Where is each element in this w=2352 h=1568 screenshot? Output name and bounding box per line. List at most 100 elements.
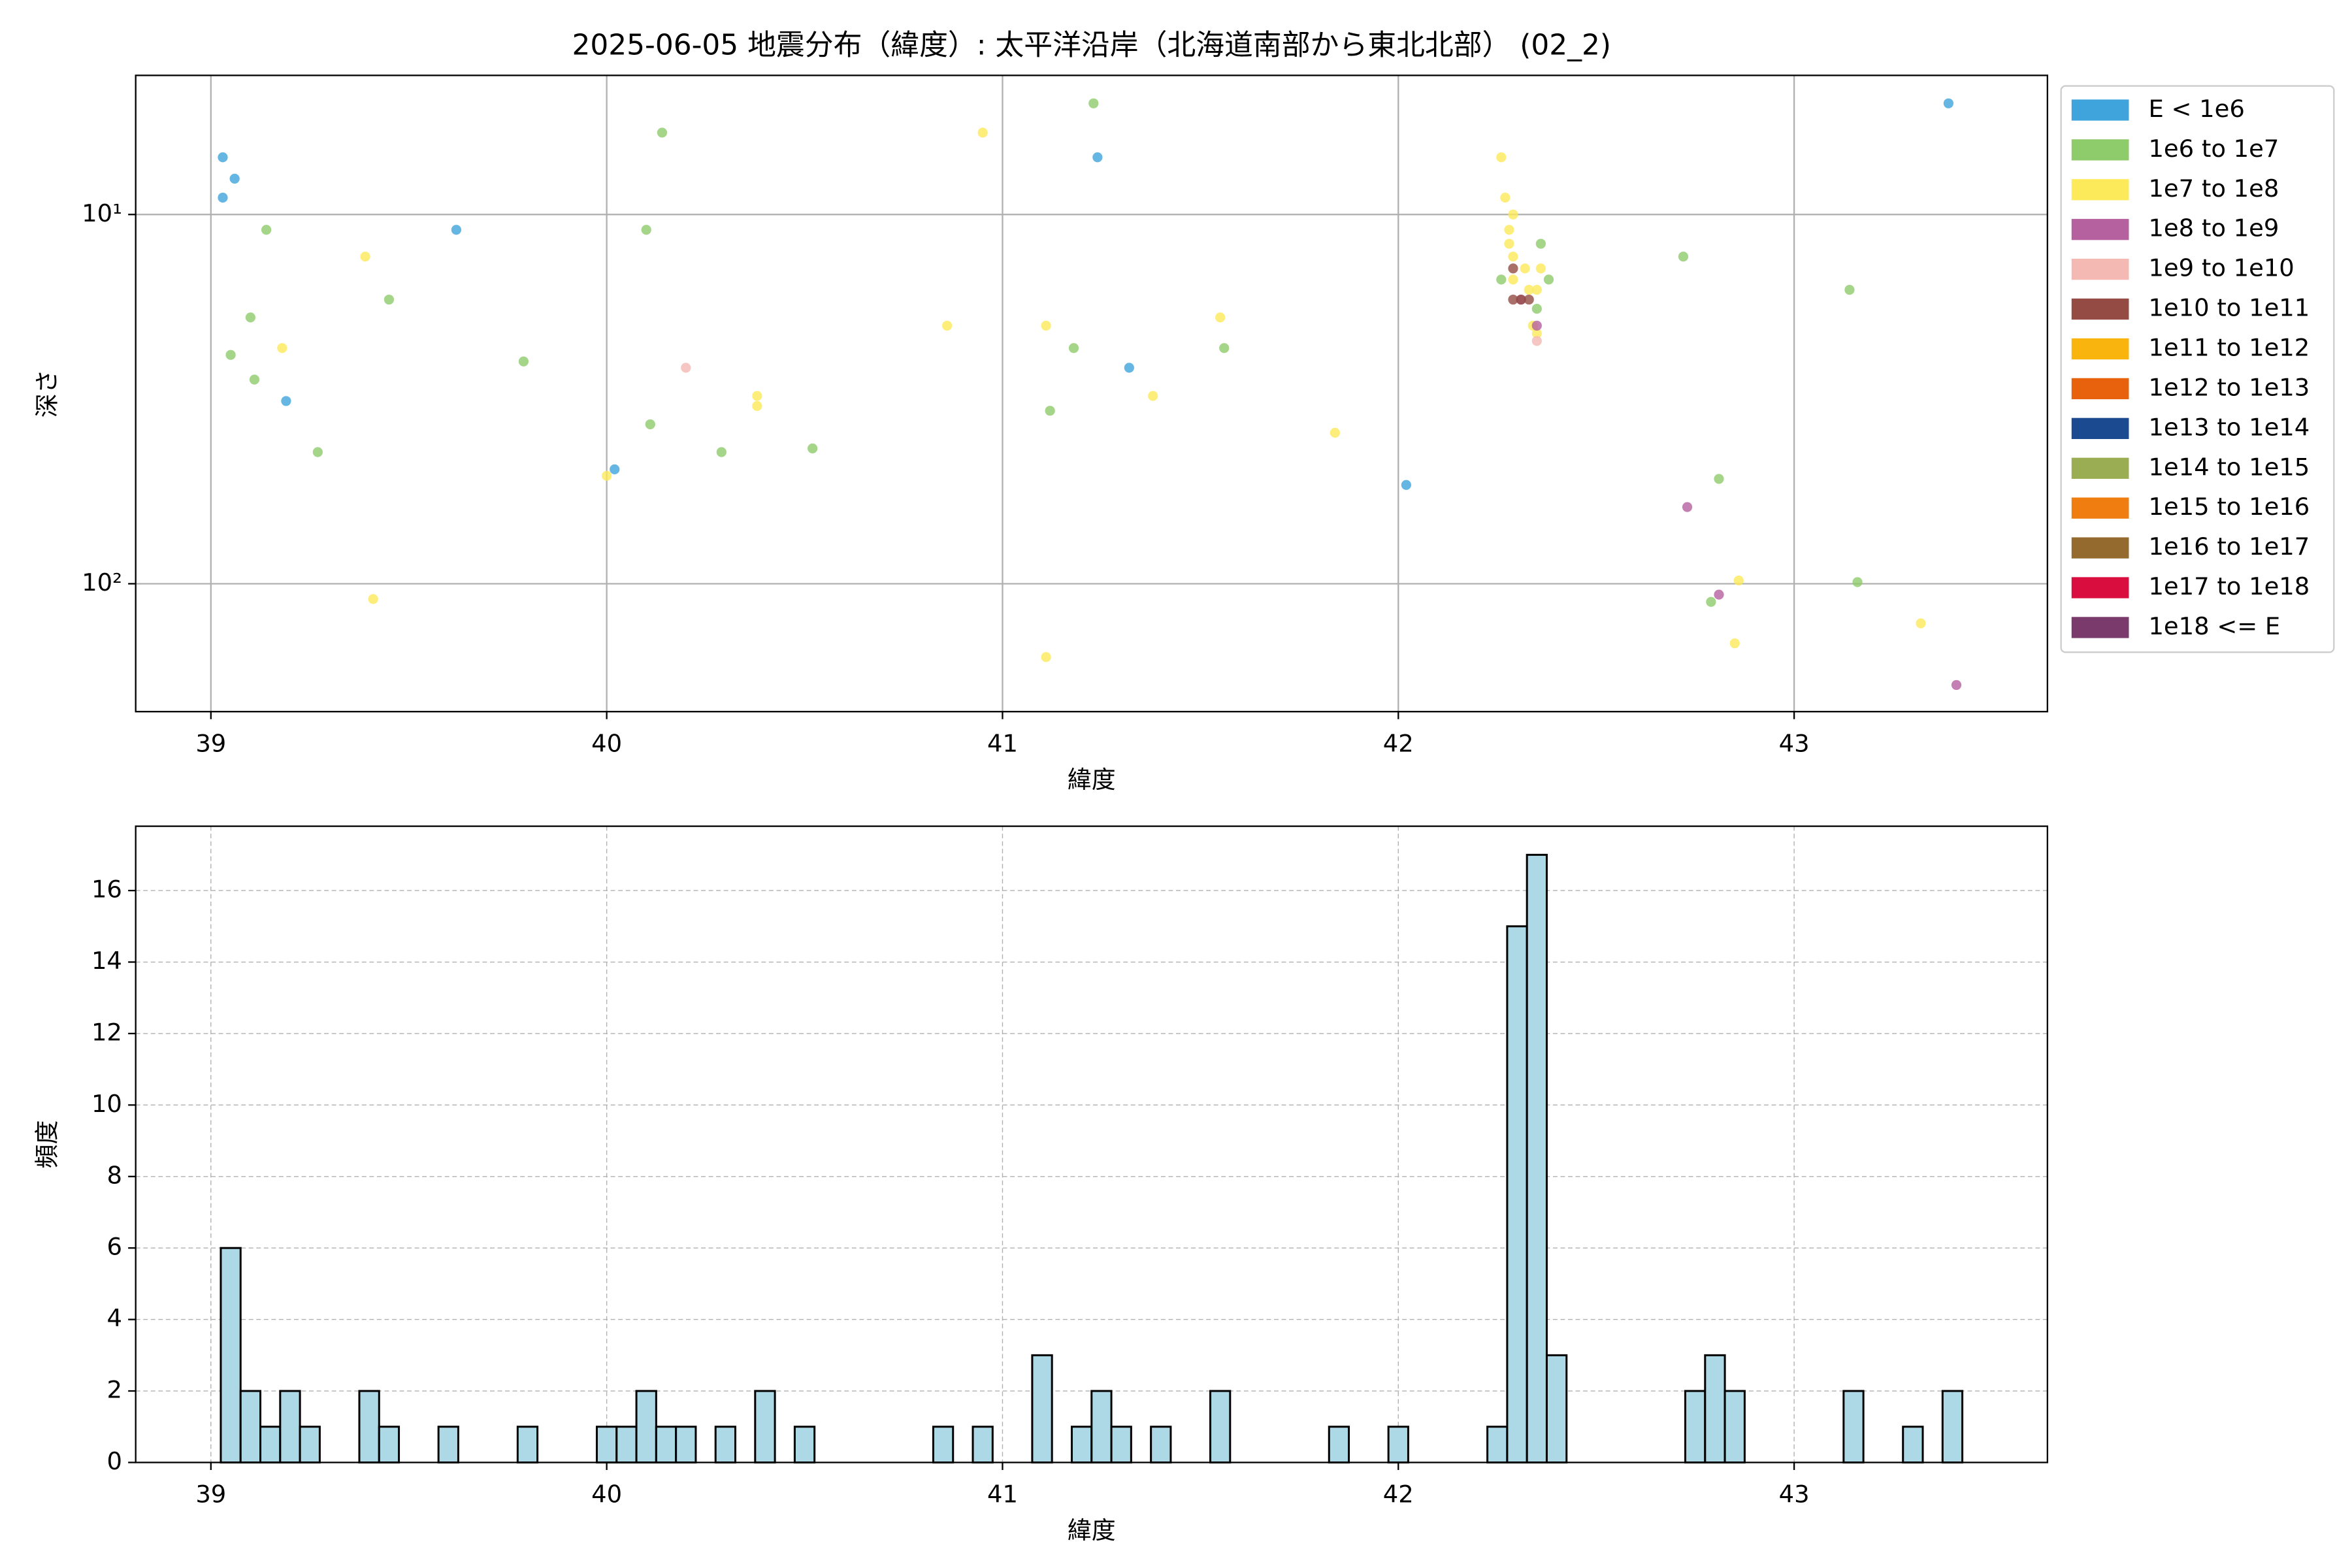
bar (1031, 1354, 1053, 1463)
bar (358, 1390, 380, 1463)
bar (279, 1390, 301, 1463)
point (657, 127, 668, 138)
y-tick-label: 8 (106, 1161, 122, 1189)
y-tick-label: 2 (106, 1376, 122, 1404)
y-tick-label: 10² (82, 568, 122, 596)
legend-swatch (2071, 537, 2129, 559)
y-tick-label: 4 (106, 1304, 122, 1332)
point (1852, 577, 1863, 587)
bar (675, 1426, 697, 1463)
x-tick-label: 41 (987, 730, 1018, 758)
point (1678, 252, 1689, 262)
legend-label: 1e13 to 1e14 (2148, 413, 2310, 441)
legend-swatch (2071, 457, 2129, 479)
legend-label: 1e15 to 1e16 (2148, 493, 2310, 521)
point (610, 464, 620, 475)
point (1508, 209, 1518, 220)
point (225, 350, 236, 360)
x-axis-label: 緯度 (1068, 1516, 1116, 1544)
bar (1842, 1390, 1865, 1463)
y-tick-label: 12 (91, 1018, 122, 1046)
legend-label: E < 1e6 (2148, 95, 2244, 123)
x-tick-label: 42 (1383, 1480, 1414, 1509)
legend-swatch (2071, 497, 2129, 519)
legend-label: 1e9 to 1e10 (2148, 254, 2294, 282)
legend-swatch (2071, 298, 2129, 320)
bar (1526, 853, 1548, 1463)
plot-frame (135, 825, 2048, 1463)
legend-swatch (2071, 219, 2129, 240)
legend-swatch (2071, 378, 2129, 400)
point (277, 343, 287, 353)
bar (793, 1426, 816, 1463)
bar (437, 1426, 459, 1463)
x-tick-label: 40 (591, 1480, 622, 1509)
y-tick-label: 16 (91, 875, 122, 904)
point (1516, 294, 1526, 305)
legend-label: 1e7 to 1e8 (2148, 174, 2279, 203)
bar (1110, 1426, 1132, 1463)
point (1092, 152, 1103, 163)
point (1535, 263, 1546, 274)
point (218, 152, 228, 163)
point (1531, 303, 1542, 314)
y-tick-label: 10 (91, 1090, 122, 1118)
point (1729, 638, 1740, 649)
bar (1704, 1354, 1726, 1463)
legend-label: 1e14 to 1e15 (2148, 453, 2310, 481)
bar (220, 1247, 242, 1463)
point (1543, 274, 1554, 285)
point (1041, 320, 1051, 331)
plot-frame (135, 74, 2048, 713)
point (1524, 294, 1534, 305)
point (261, 225, 272, 235)
point (1531, 336, 1542, 346)
point (1496, 152, 1507, 163)
point (808, 443, 818, 453)
point (384, 294, 395, 305)
point (1068, 343, 1079, 353)
bar (516, 1426, 539, 1463)
point (1951, 679, 1962, 691)
point (451, 225, 462, 235)
point (641, 225, 651, 235)
bar (1684, 1390, 1707, 1463)
y-tick-label: 6 (106, 1233, 122, 1261)
bar (595, 1426, 618, 1463)
point (249, 374, 260, 385)
legend-label: 1e17 to 1e18 (2148, 572, 2310, 600)
legend-swatch (2071, 417, 2129, 439)
bar (378, 1426, 400, 1463)
point (1508, 274, 1518, 285)
point (1330, 427, 1340, 438)
legend-label: 1e10 to 1e11 (2148, 294, 2310, 322)
bar (1090, 1390, 1113, 1463)
legend-frame (2060, 85, 2335, 653)
legend-swatch (2071, 259, 2129, 280)
x-tick-label: 39 (195, 730, 226, 758)
legend-label: 1e11 to 1e12 (2148, 334, 2310, 362)
x-tick-label: 41 (987, 1480, 1018, 1509)
legend-label: 1e12 to 1e13 (2148, 373, 2310, 401)
y-tick-label: 14 (91, 947, 122, 975)
bar (1506, 925, 1528, 1463)
point (1496, 274, 1507, 285)
bar (1941, 1390, 1964, 1463)
legend-swatch (2071, 617, 2129, 638)
point (1706, 596, 1716, 607)
legend-label: 1e6 to 1e7 (2148, 135, 2279, 163)
point (1219, 343, 1230, 353)
legend-swatch (2071, 139, 2129, 161)
bar (1070, 1426, 1093, 1463)
point (1531, 285, 1542, 295)
legend-swatch (2071, 99, 2129, 121)
point (1508, 263, 1518, 274)
point (360, 252, 370, 262)
point (681, 363, 691, 373)
x-tick-label: 43 (1779, 1480, 1810, 1509)
point (1148, 391, 1158, 401)
bar (932, 1426, 955, 1463)
point (1535, 238, 1546, 249)
